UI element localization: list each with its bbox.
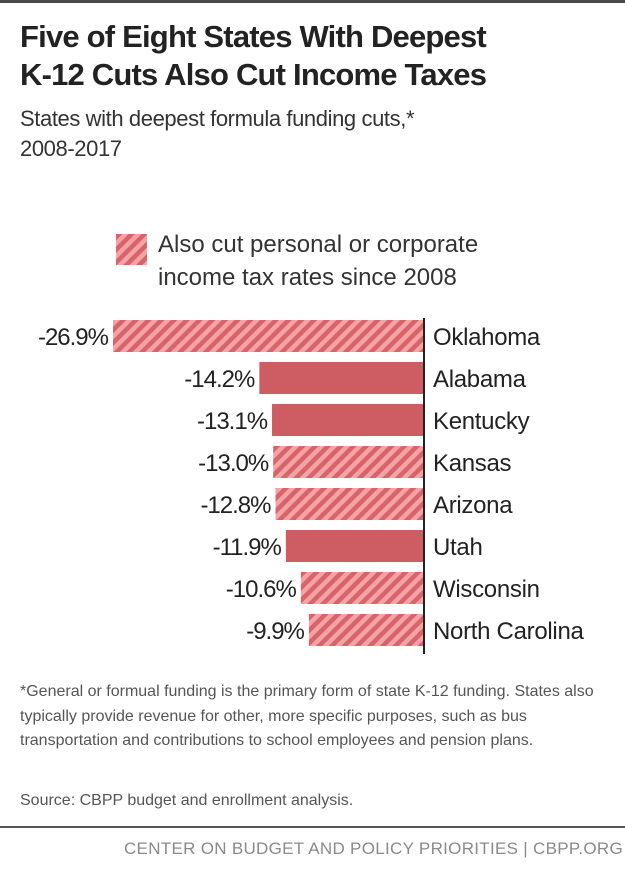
top-border — [0, 0, 625, 3]
title-line-1: Five of Eight States With Deepest — [20, 19, 487, 54]
footnote: *General or formual funding is the prima… — [20, 683, 594, 749]
value-label: -10.6% — [226, 576, 297, 603]
bar-kentucky — [272, 404, 423, 436]
category-label: Alabama — [433, 366, 527, 393]
legend-label: Also cut personal or corporate income ta… — [158, 228, 558, 294]
value-label: -13.0% — [198, 450, 269, 477]
value-label: -13.1% — [197, 408, 268, 435]
category-label: North Carolina — [433, 618, 584, 645]
footer-divider — [0, 826, 625, 828]
title-line-2: K-12 Cuts Also Cut Income Taxes — [20, 57, 487, 92]
bar-utah — [285, 530, 423, 562]
bars-group: -26.9% Oklahoma -14.2% Alabama -13.1% Kentuck… — [38, 320, 585, 646]
value-label: -11.9% — [213, 534, 282, 561]
value-label: -14.2% — [184, 366, 255, 393]
category-label: Utah — [433, 534, 483, 561]
category-label: Arizona — [433, 492, 513, 519]
category-label: Wisconsin — [433, 576, 540, 603]
legend-label-line-1: Also cut personal or corporate — [158, 231, 479, 258]
bar-arizona — [275, 488, 423, 520]
value-label: -26.9% — [38, 324, 109, 351]
value-label: -9.9% — [246, 618, 304, 645]
source-note: Source: CBPP budget and enrollment analy… — [20, 792, 354, 809]
bar-chart: -26.9% Oklahoma -14.2% Alabama -13.1% Kentuck… — [38, 318, 585, 654]
bar-kansas — [273, 446, 423, 478]
legend-label-line-2: income tax rates since 2008 — [158, 264, 457, 291]
category-label: Kansas — [433, 450, 512, 477]
category-label: Oklahoma — [433, 324, 541, 351]
legend-hatch-swatch — [116, 234, 147, 265]
bar-wisconsin — [300, 572, 423, 604]
category-label: Kentucky — [433, 408, 530, 435]
value-label: -12.8% — [200, 492, 271, 519]
footer-credit: CENTER ON BUDGET AND POLICY PRIORITIES |… — [123, 839, 623, 858]
chart-subtitle: States with deepest formula funding cuts… — [20, 104, 610, 164]
bar-oklahoma — [113, 320, 423, 352]
chart-title: Five of Eight States With Deepest K-12 C… — [20, 18, 610, 94]
bar-north-carolina — [308, 614, 423, 646]
subtitle-line-2: 2008-2017 — [20, 136, 122, 161]
subtitle-line-1: States with deepest formula funding cuts… — [20, 106, 415, 131]
bar-alabama — [259, 362, 423, 394]
